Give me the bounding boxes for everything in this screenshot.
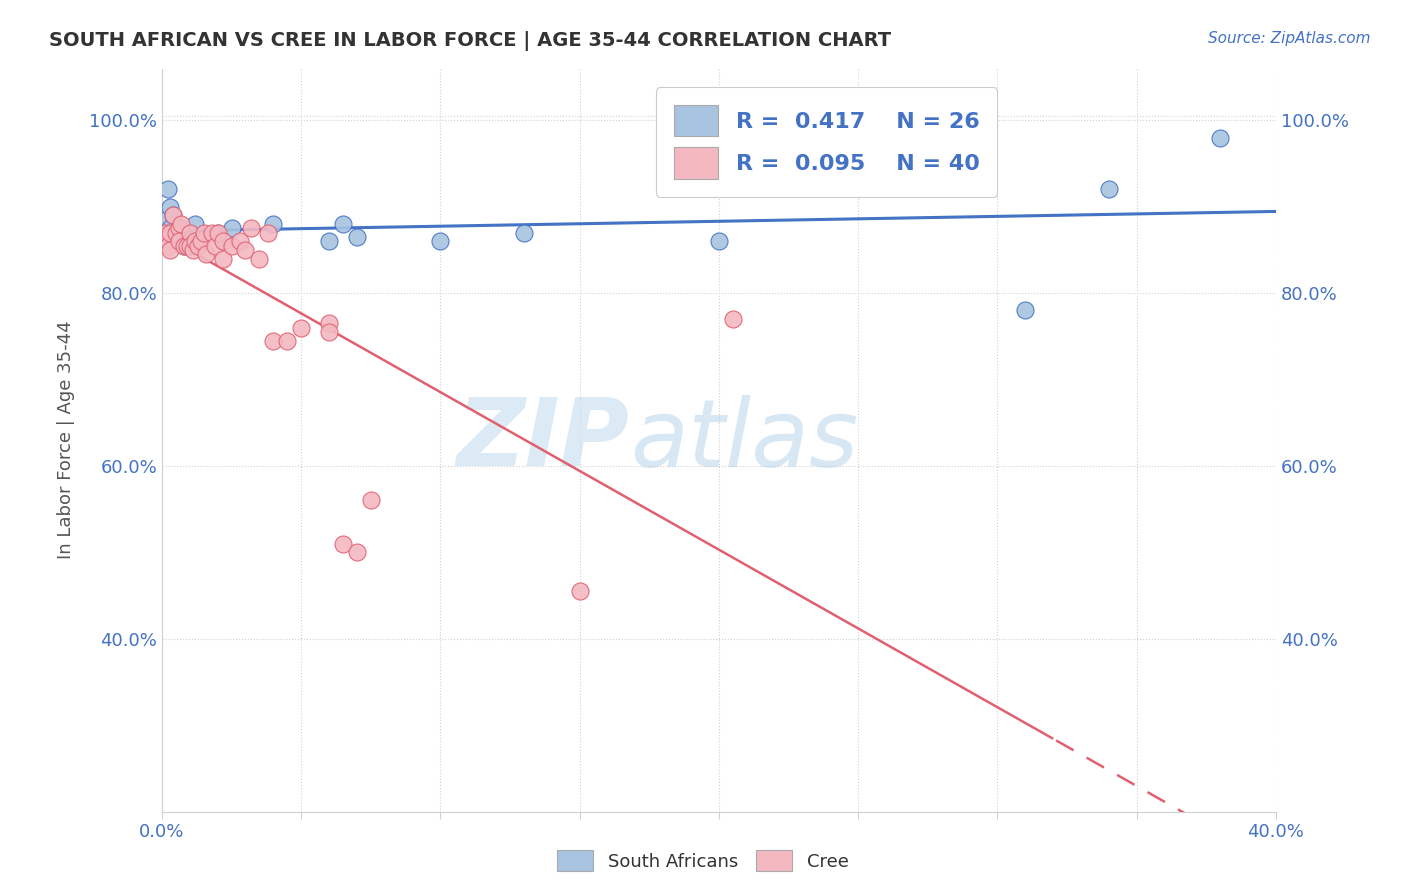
Point xyxy=(159,221,181,235)
Point xyxy=(249,252,271,266)
Point xyxy=(568,584,591,599)
Point xyxy=(207,226,229,240)
Legend: R =  0.417    N = 26, R =  0.095    N = 40: R = 0.417 N = 26, R = 0.095 N = 40 xyxy=(655,87,997,196)
Point xyxy=(179,226,201,240)
Point xyxy=(181,243,204,257)
Point xyxy=(195,247,218,261)
Point xyxy=(176,238,198,252)
Point xyxy=(290,320,312,334)
Point xyxy=(179,226,201,240)
Point xyxy=(165,235,187,249)
Point xyxy=(207,226,229,240)
Point xyxy=(156,226,179,240)
Point xyxy=(165,226,187,240)
Point xyxy=(212,235,235,249)
Point xyxy=(193,226,215,240)
Point xyxy=(201,226,224,240)
Point xyxy=(179,238,201,252)
Point xyxy=(318,325,340,339)
Point xyxy=(262,217,284,231)
Point xyxy=(167,221,190,235)
Point xyxy=(513,226,536,240)
Point xyxy=(159,200,181,214)
Point xyxy=(162,208,184,222)
Text: ZIP: ZIP xyxy=(457,394,630,486)
Point xyxy=(162,208,184,222)
Point xyxy=(276,334,298,348)
Point xyxy=(256,226,278,240)
Point xyxy=(360,493,382,508)
Point xyxy=(318,317,340,331)
Point xyxy=(173,238,195,252)
Point xyxy=(184,235,207,249)
Text: atlas: atlas xyxy=(630,394,858,485)
Point xyxy=(221,238,243,252)
Point xyxy=(165,226,187,240)
Text: SOUTH AFRICAN VS CREE IN LABOR FORCE | AGE 35-44 CORRELATION CHART: SOUTH AFRICAN VS CREE IN LABOR FORCE | A… xyxy=(49,31,891,51)
Point xyxy=(721,312,744,326)
Point xyxy=(221,221,243,235)
Point xyxy=(229,235,252,249)
Point xyxy=(346,545,368,559)
Point xyxy=(156,182,179,196)
Y-axis label: In Labor Force | Age 35-44: In Labor Force | Age 35-44 xyxy=(58,321,75,559)
Point xyxy=(159,243,181,257)
Point xyxy=(235,243,257,257)
Point xyxy=(1014,303,1036,318)
Point xyxy=(170,217,193,231)
Point xyxy=(707,235,730,249)
Point xyxy=(1209,130,1232,145)
Point xyxy=(167,221,190,235)
Point xyxy=(1098,182,1121,196)
Point xyxy=(153,212,176,227)
Point xyxy=(240,221,263,235)
Point xyxy=(187,238,209,252)
Point xyxy=(159,226,181,240)
Point xyxy=(153,226,176,240)
Point xyxy=(332,537,354,551)
Point xyxy=(204,238,226,252)
Point xyxy=(212,252,235,266)
Point xyxy=(176,235,198,249)
Point xyxy=(346,230,368,244)
Point xyxy=(184,217,207,231)
Point xyxy=(262,334,284,348)
Legend: South Africans, Cree: South Africans, Cree xyxy=(550,843,856,879)
Point xyxy=(318,235,340,249)
Point xyxy=(156,238,179,252)
Text: Source: ZipAtlas.com: Source: ZipAtlas.com xyxy=(1208,31,1371,46)
Point xyxy=(332,217,354,231)
Point xyxy=(173,238,195,252)
Point xyxy=(170,235,193,249)
Point xyxy=(429,235,451,249)
Point xyxy=(190,235,212,249)
Point xyxy=(167,235,190,249)
